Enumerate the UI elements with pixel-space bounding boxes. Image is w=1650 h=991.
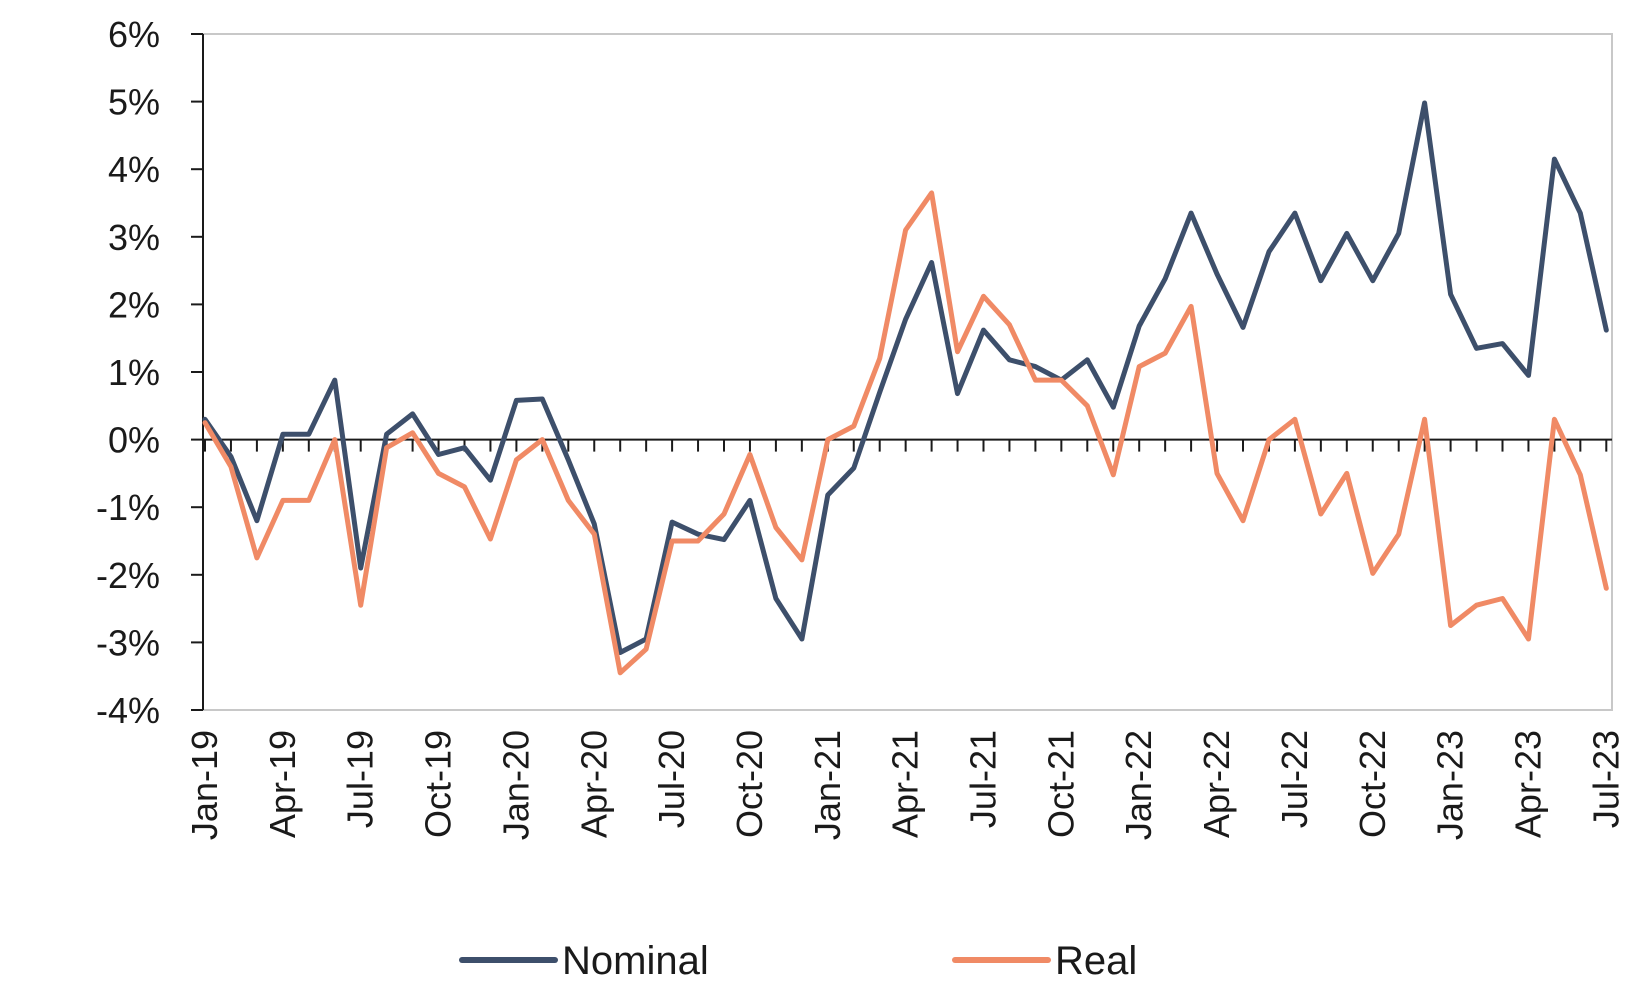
plot-area xyxy=(202,33,1613,711)
y-tick-label: -1% xyxy=(96,487,160,528)
x-tick-label: Jan-19 xyxy=(184,730,225,840)
series-line-nominal xyxy=(202,100,1609,655)
legend-label-real: Real xyxy=(1055,939,1137,983)
legend-label-nominal: Nominal xyxy=(562,939,709,983)
x-tick-label: Oct-20 xyxy=(729,730,770,838)
y-tick-label: 6% xyxy=(108,14,160,55)
x-tick-label: Apr-19 xyxy=(262,730,303,838)
x-tick-label: Jul-21 xyxy=(963,730,1004,828)
y-tick-label: 0% xyxy=(108,420,160,461)
x-tick-label: Jan-23 xyxy=(1430,730,1471,840)
x-tick-label: Oct-21 xyxy=(1040,730,1081,838)
x-tick-label: Apr-22 xyxy=(1196,730,1237,838)
x-tick-label: Oct-22 xyxy=(1352,730,1393,838)
plot-border xyxy=(202,33,1613,711)
x-tick-label: Jul-23 xyxy=(1585,730,1626,828)
series-line-real xyxy=(202,190,1609,676)
x-axis: Jan-19 Apr-19 Jul-19 Oct-19 Jan-20 Apr-20 Jul-… xyxy=(184,439,1626,840)
y-tick-label: -4% xyxy=(96,690,160,731)
y-tick-label: 5% xyxy=(108,82,160,123)
y-tick-label: -3% xyxy=(96,622,160,663)
x-tick-label: Oct-19 xyxy=(418,730,459,838)
x-tick-label: Apr-20 xyxy=(573,730,614,838)
y-tick-label: 4% xyxy=(108,149,160,190)
x-tick-label: Jan-20 xyxy=(495,730,536,840)
y-tick-label: -2% xyxy=(96,555,160,596)
y-tick-label: 2% xyxy=(108,284,160,325)
x-tick-label: Jul-22 xyxy=(1274,730,1315,828)
x-tick-label: Jul-20 xyxy=(651,730,692,828)
y-tick-label: 3% xyxy=(108,217,160,258)
y-tick-label: 1% xyxy=(108,352,160,393)
x-tick-label: Jan-21 xyxy=(807,730,848,840)
y-axis: 6% 5% 4% 3% 2% 1% 0% -1% -2% -3% -4% xyxy=(96,14,203,731)
x-tick-label: Jul-19 xyxy=(340,730,381,828)
x-tick-label: Apr-21 xyxy=(885,730,926,838)
legend: Nominal Real xyxy=(459,939,1137,983)
series-lines xyxy=(202,100,1609,676)
x-tick-label: Apr-23 xyxy=(1507,730,1548,838)
x-tick-label: Jan-22 xyxy=(1118,730,1159,840)
